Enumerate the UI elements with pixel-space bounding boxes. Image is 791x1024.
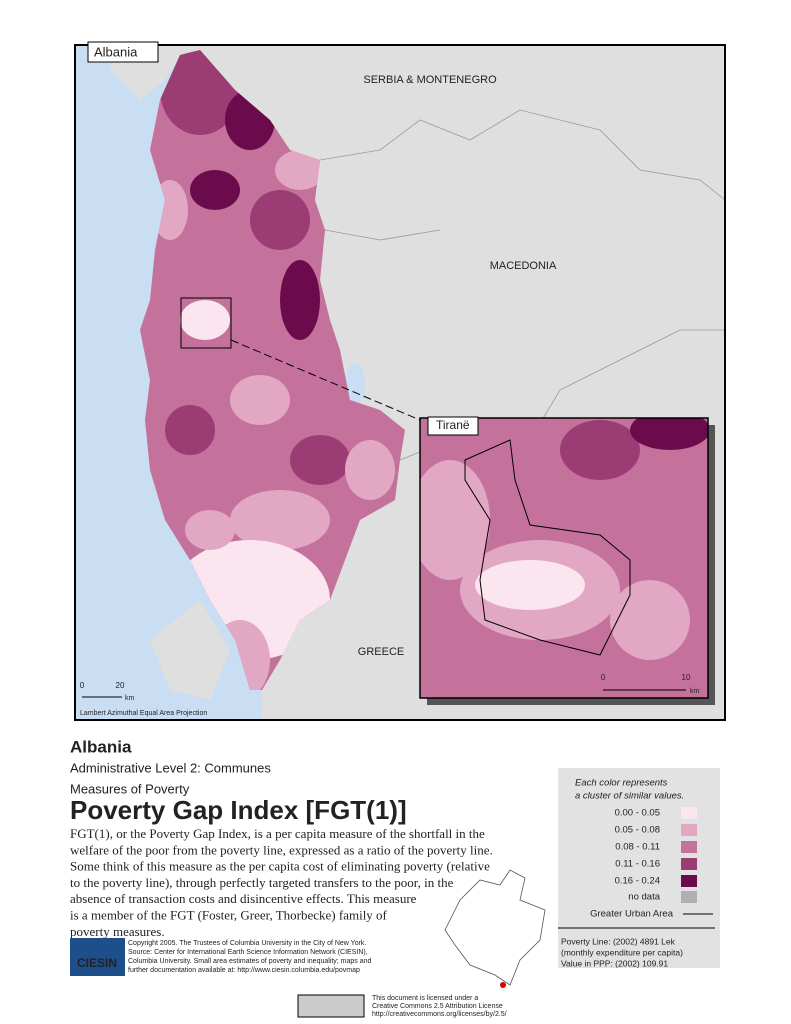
lake xyxy=(345,363,365,407)
logo: CIESIN xyxy=(77,956,117,970)
commune-patch xyxy=(420,460,490,580)
scale-tick: 20 xyxy=(116,681,125,690)
credits: Copyright 2005. The Trustees of Columbia… xyxy=(128,940,372,974)
note: Poverty Line: (2002) 4891 Lek xyxy=(561,936,676,946)
commune-patch xyxy=(630,418,708,450)
logo-box xyxy=(70,938,125,976)
no-data-swatch xyxy=(681,891,697,903)
legend-label: Greater Urban Area xyxy=(590,909,674,920)
license: This document is licensed under a xyxy=(372,995,478,1002)
description-line: absence of transaction costs and disince… xyxy=(70,891,417,906)
subtitle: Administrative Level 2: Communes xyxy=(70,760,271,775)
country-label: GREECE xyxy=(358,646,404,658)
description: FGT(1), or the Poverty Gap Index, is a p… xyxy=(70,826,493,939)
commune-patch xyxy=(230,490,330,550)
legend-label: no data xyxy=(628,892,660,903)
notes-box xyxy=(558,932,720,968)
map-title: Albania xyxy=(94,44,138,59)
legend: 0.00 - 0.05 0.05 - 0.08 0.08 - 0.11 0.11 - … xyxy=(615,807,697,887)
credit-line: Columbia University. Small area estimate… xyxy=(128,958,372,965)
note: Value in PPP: (2002) 109.91 xyxy=(561,958,668,968)
cc-badge xyxy=(297,994,365,1018)
credit-line: further documentation available at: http… xyxy=(128,967,360,974)
commune-patch xyxy=(610,580,690,660)
commune-patch xyxy=(185,510,235,550)
europe-locator xyxy=(444,869,546,986)
inset-scale-unit: km xyxy=(690,688,700,695)
description-line: is a member of the FGT (Foster, Greer, T… xyxy=(70,907,388,922)
description-line: Some think of this measure as the per ca… xyxy=(70,859,490,874)
legend-swatch xyxy=(681,824,697,836)
inset-communes xyxy=(420,418,708,698)
credit-line: Source: Center for International Earth S… xyxy=(128,949,368,956)
legend-caption: a cluster of similar values. xyxy=(575,791,684,802)
legend-label: 0.05 - 0.08 xyxy=(615,825,660,836)
country-label: MACEDONIA xyxy=(490,260,557,272)
commune-patch xyxy=(345,440,395,500)
inset-scale-tick: 10 xyxy=(682,673,691,682)
commune-patch xyxy=(250,190,310,250)
legend-label: 0.16 - 0.24 xyxy=(615,876,660,887)
title: Albania xyxy=(70,737,132,756)
kicker: Measures of Poverty xyxy=(70,781,190,796)
legend-swatch xyxy=(681,807,697,819)
license-url[interactable]: http://creativecommons.org/licenses/by/2… xyxy=(372,1011,507,1018)
description-line: poverty measures. xyxy=(70,924,165,939)
inset-locator xyxy=(180,297,232,349)
inset-frame xyxy=(419,417,709,699)
credit-line: Copyright 2005. The Trustees of Columbia… xyxy=(128,940,366,947)
description-line: welfare of the poor from the poverty lin… xyxy=(70,842,493,857)
commune-patch xyxy=(280,260,320,340)
commune-patch xyxy=(475,560,585,610)
map-title-box xyxy=(87,41,159,63)
map-frame xyxy=(74,44,726,721)
commune-patch xyxy=(230,375,290,425)
legend-label: 0.08 - 0.11 xyxy=(615,842,660,853)
description-line: FGT(1), or the Poverty Gap Index, is a p… xyxy=(70,826,485,841)
inset-title: Tiranë xyxy=(436,418,470,432)
scale-unit: km xyxy=(125,695,135,702)
commune-patch xyxy=(560,420,640,480)
legend-swatch xyxy=(681,875,697,887)
commune-patch xyxy=(275,150,325,190)
inset-title-box xyxy=(427,416,479,436)
commune-patch xyxy=(180,300,230,340)
legend-swatch xyxy=(681,858,697,870)
inset-leader xyxy=(230,339,421,421)
note: (monthly expenditure per capita) xyxy=(561,947,683,957)
inset-scale-tick: 0 xyxy=(601,673,606,682)
legend-label: 0.00 - 0.05 xyxy=(615,808,660,819)
legend-swatch xyxy=(681,841,697,853)
commune-patch xyxy=(190,170,240,210)
scale-tick: 0 xyxy=(80,681,85,690)
heading: Poverty Gap Index [FGT(1)] xyxy=(70,795,407,825)
albania-locator xyxy=(500,982,506,988)
legend-label: 0.11 - 0.16 xyxy=(615,859,660,870)
commune-patch xyxy=(440,660,560,698)
license: Creative Commons 2.5 Attribution License xyxy=(372,1003,503,1010)
commune-patch xyxy=(290,435,350,485)
legend-caption: Each color represents xyxy=(575,778,668,789)
description-line: to the poverty line), through perfectly … xyxy=(70,875,454,890)
commune-patch xyxy=(165,405,215,455)
projection: Lambert Azimuthal Equal Area Projection xyxy=(80,710,207,717)
urban-outline xyxy=(464,439,631,656)
country-label: SERBIA & MONTENEGRO xyxy=(363,74,497,86)
corfu xyxy=(150,600,230,700)
